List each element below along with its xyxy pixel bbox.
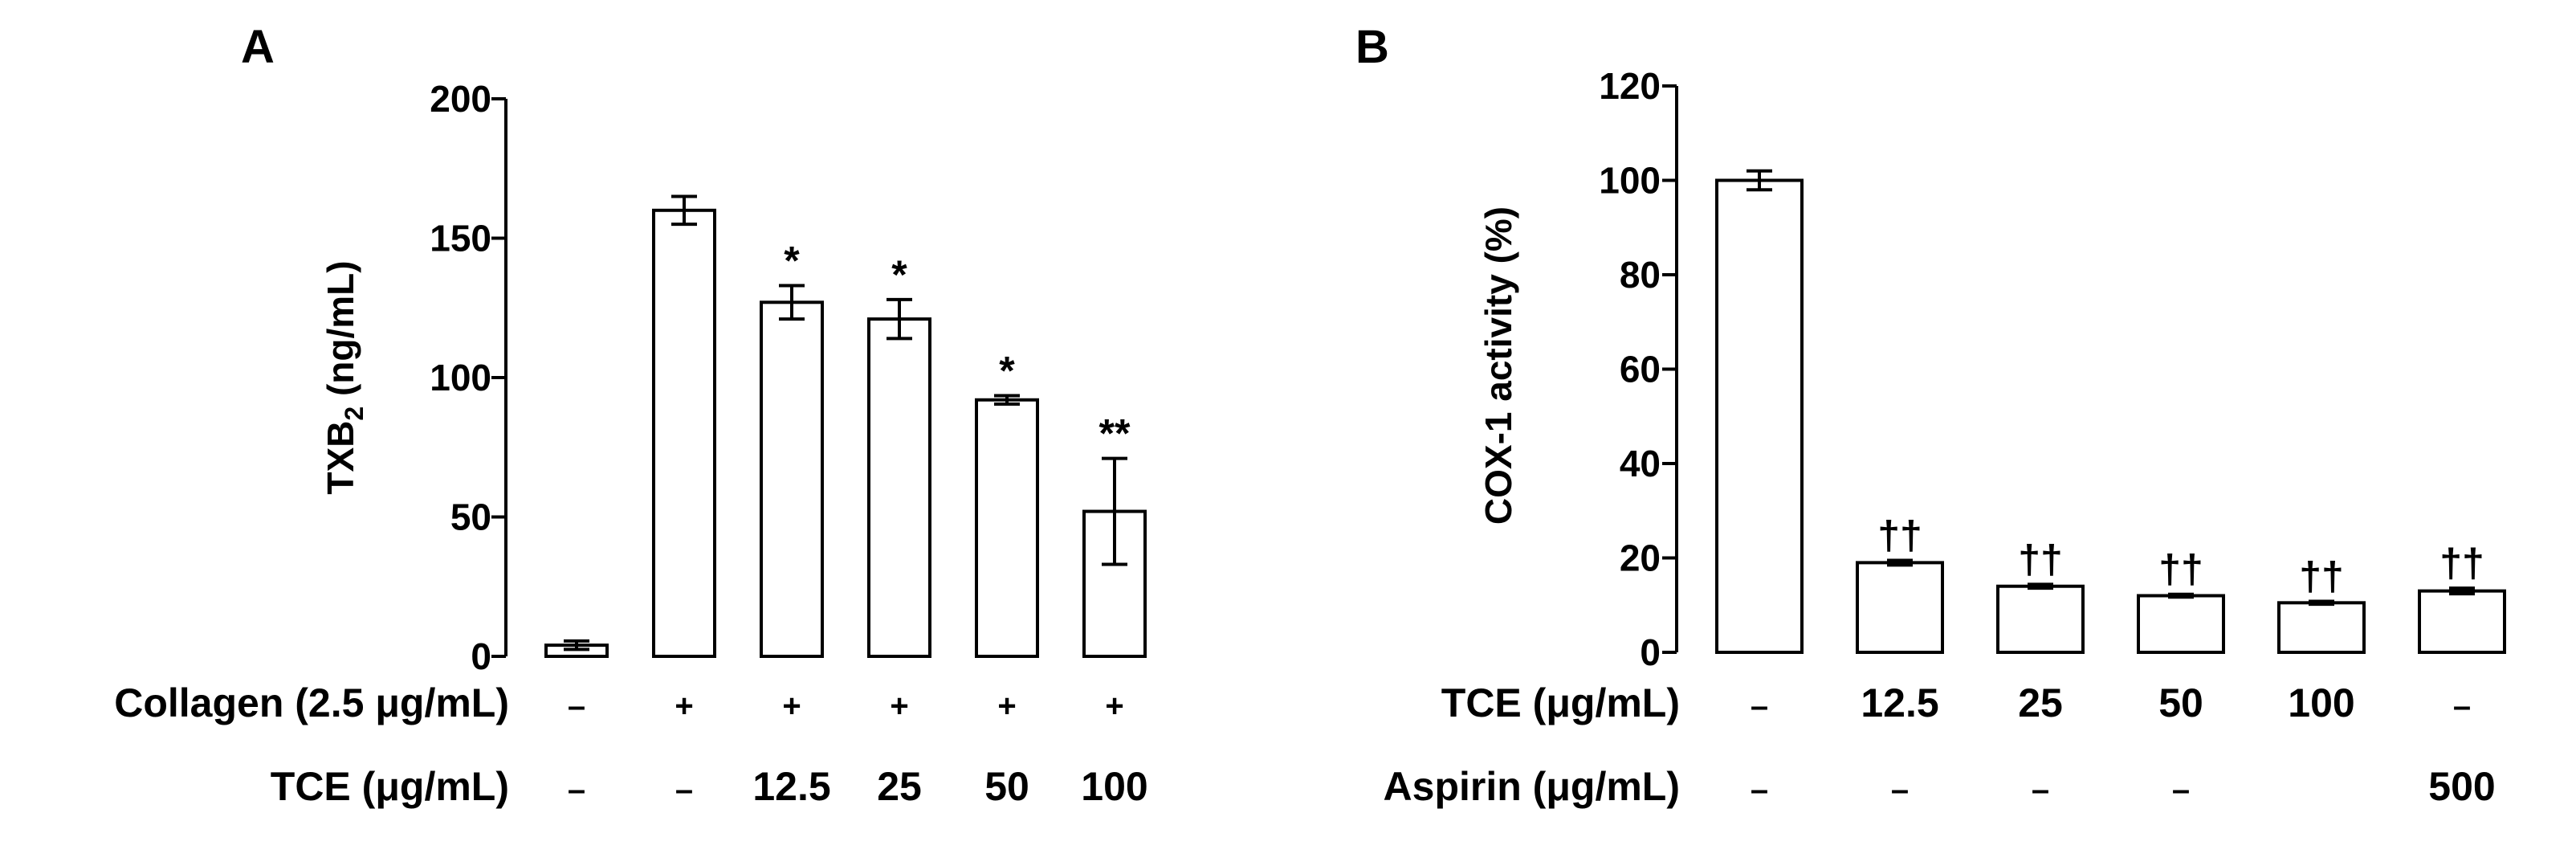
condition-cell: + bbox=[782, 688, 801, 724]
panel-a-y-axis-label: TXB2 (ng/mL) bbox=[320, 260, 369, 494]
panel-a-y-label-main: TXB bbox=[320, 421, 361, 495]
condition-cell: – bbox=[2032, 772, 2049, 807]
condition-cell: 12.5 bbox=[1861, 680, 1938, 725]
condition-row-label: Collagen (2.5 μg/mL) bbox=[114, 680, 509, 725]
bar bbox=[2277, 601, 2366, 654]
panel-b-y-axis-label: COX-1 activity (%) bbox=[1478, 206, 1519, 525]
condition-cell: 50 bbox=[984, 764, 1029, 809]
significance-mark: * bbox=[784, 238, 800, 283]
bar bbox=[2137, 594, 2225, 654]
significance-mark: †† bbox=[2018, 537, 2063, 582]
condition-cell: – bbox=[1751, 688, 1768, 724]
y-tick-label: 200 bbox=[430, 78, 491, 120]
panel-a-letter: A bbox=[241, 21, 275, 73]
condition-cell: – bbox=[2172, 772, 2190, 807]
y-tick-label: 50 bbox=[450, 496, 491, 538]
condition-cell: 50 bbox=[2158, 680, 2203, 725]
bar bbox=[1715, 178, 1804, 654]
significance-mark: ** bbox=[1099, 411, 1131, 456]
condition-cell: + bbox=[890, 688, 908, 724]
bar bbox=[1856, 561, 1944, 654]
condition-row-label: TCE (μg/mL) bbox=[1441, 680, 1680, 725]
condition-cell: 500 bbox=[2428, 764, 2495, 809]
condition-cell: 12.5 bbox=[752, 764, 830, 809]
y-tick-label: 20 bbox=[1620, 537, 1661, 579]
panel-a-bars: * **** bbox=[544, 194, 1147, 658]
y-tick-label: 100 bbox=[1599, 160, 1661, 202]
panel-a-y-label-unit: (ng/mL) bbox=[320, 260, 361, 406]
significance-mark: †† bbox=[2299, 554, 2344, 599]
condition-cell: 25 bbox=[2018, 680, 2063, 725]
panel-a-y-label-sub: 2 bbox=[340, 406, 369, 421]
y-tick-label: 120 bbox=[1599, 65, 1661, 107]
condition-cell: – bbox=[2453, 688, 2471, 724]
significance-mark: †† bbox=[2439, 541, 2484, 586]
condition-row-label: TCE (μg/mL) bbox=[271, 764, 509, 809]
condition-cell: + bbox=[675, 688, 693, 724]
condition-cell: – bbox=[568, 772, 585, 807]
panel-b-bars: †† †† †† †† †† bbox=[1715, 169, 2506, 654]
condition-cell: – bbox=[1891, 772, 1909, 807]
panel-b-y-ticks: 0 20 40 60 80 100 120 bbox=[1599, 65, 1677, 673]
significance-mark: †† bbox=[2158, 547, 2203, 592]
panel-a-condition-rows: Collagen (2.5 μg/mL) – + + + + + TCE (μg/mL) – – 1… bbox=[114, 680, 1147, 809]
y-tick-label: 0 bbox=[471, 635, 491, 677]
panel-b-condition-rows: TCE (μg/mL) – 12.5 25 50 100 – Aspirin (μg/mL) –… bbox=[1384, 680, 2496, 809]
condition-cell: – bbox=[568, 688, 585, 724]
y-tick-label: 40 bbox=[1620, 443, 1661, 484]
bar bbox=[867, 317, 931, 658]
condition-cell: + bbox=[1105, 688, 1123, 724]
condition-cell: – bbox=[675, 772, 693, 807]
condition-cell: 100 bbox=[2288, 680, 2354, 725]
significance-mark: * bbox=[999, 349, 1015, 394]
panel-a-y-ticks: 0 50 100 150 200 bbox=[430, 78, 506, 677]
y-tick-label: 150 bbox=[430, 218, 491, 259]
panel-b-letter: B bbox=[1355, 21, 1389, 73]
significance-mark: †† bbox=[1877, 513, 1922, 558]
bar bbox=[1996, 584, 2085, 654]
bar bbox=[975, 398, 1039, 658]
y-tick-label: 100 bbox=[430, 357, 491, 398]
condition-cell: – bbox=[1751, 772, 1768, 807]
significance-mark: * bbox=[891, 252, 907, 297]
condition-cell: + bbox=[997, 688, 1016, 724]
y-tick-label: 0 bbox=[1640, 631, 1661, 673]
condition-row-label: Aspirin (μg/mL) bbox=[1384, 764, 1680, 809]
y-tick-label: 80 bbox=[1620, 254, 1661, 296]
y-tick-label: 60 bbox=[1620, 349, 1661, 390]
bar bbox=[652, 208, 716, 658]
condition-cell: 25 bbox=[877, 764, 922, 809]
bar bbox=[2418, 589, 2506, 654]
condition-cell: 100 bbox=[1081, 764, 1147, 809]
bar bbox=[760, 300, 824, 658]
